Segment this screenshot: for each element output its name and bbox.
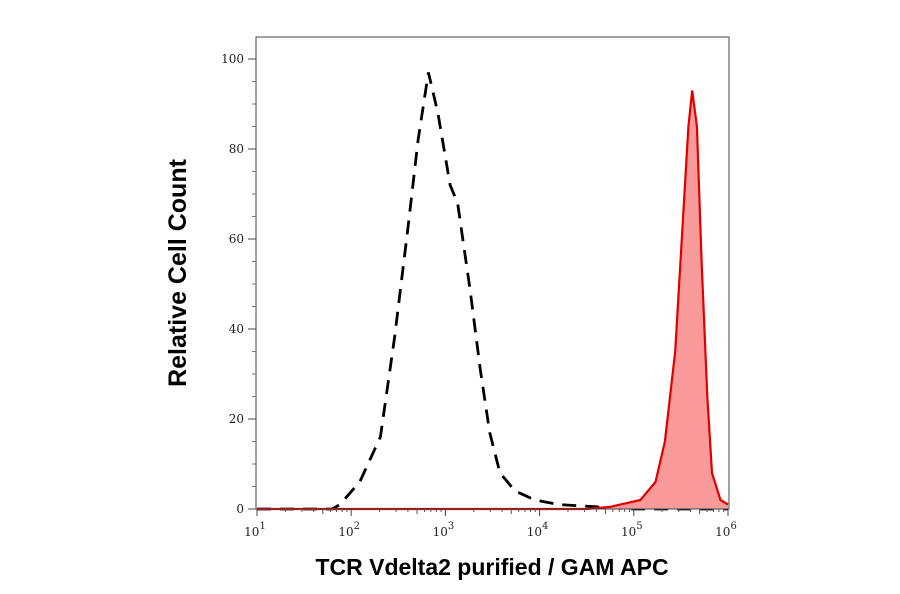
- y-tick-label: 20: [229, 412, 244, 426]
- x-axis-label: TCR Vdelta2 purified / GAM APC: [315, 554, 668, 580]
- plot-frame: [255, 36, 730, 510]
- y-tick-label: 100: [221, 52, 244, 66]
- y-tick-label: 80: [229, 142, 244, 156]
- series-fill-area: [257, 90, 728, 509]
- x-tick-label: 104: [527, 521, 549, 539]
- y-tick-label: 0: [236, 502, 244, 516]
- x-tick-label: 101: [244, 521, 266, 539]
- x-tick-label: 105: [621, 521, 643, 539]
- y-axis-label: Relative Cell Count: [164, 158, 192, 386]
- series-red-line: [257, 90, 729, 511]
- series-dashed-line: [257, 72, 728, 511]
- y-tick-label: 60: [229, 232, 244, 246]
- x-tick-label: 106: [715, 521, 737, 539]
- x-tick-label: 102: [338, 521, 360, 539]
- x-tick-label: 103: [433, 521, 455, 539]
- y-tick-label: 40: [229, 322, 244, 336]
